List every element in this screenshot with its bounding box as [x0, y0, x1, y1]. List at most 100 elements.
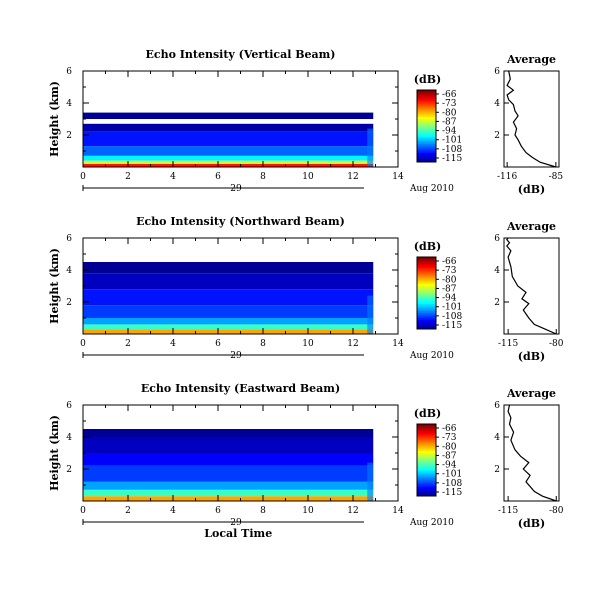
- colorbar-segment: [417, 122, 436, 125]
- colorbar-segment: [417, 156, 436, 159]
- colorbar-segment: [417, 300, 436, 303]
- panel-1: Echo Intensity (Northward Beam) Height (k…: [48, 215, 564, 363]
- colorbar-segment: [417, 260, 436, 263]
- colorbar-segment: [417, 106, 436, 109]
- average-x-tick-label: -115: [498, 339, 518, 349]
- colorbar-tick-label: -80: [442, 442, 457, 452]
- y-axis-label: Height (km): [48, 415, 61, 491]
- colorbar-segment: [417, 138, 436, 141]
- colorbar-segment: [417, 149, 436, 152]
- colorbar-segment: [417, 438, 436, 441]
- colorbar-tick-label: -115: [442, 488, 462, 498]
- colorbar-segment: [417, 494, 436, 497]
- y-tick-label: 4: [66, 266, 72, 276]
- colorbar-segment: [417, 282, 436, 285]
- x-tick-label: 2: [125, 506, 131, 516]
- x-axis-label: Local Time: [204, 527, 272, 540]
- colorbar-segment: [417, 479, 436, 483]
- colorbar-segment: [417, 296, 436, 299]
- colorbar-tick-label: -66: [442, 424, 457, 434]
- panel-0: Echo Intensity (Vertical Beam) Height (km…: [48, 48, 563, 196]
- y-tick-label: 4: [66, 433, 72, 443]
- colorbar-segment: [417, 492, 436, 495]
- y-tick-label: 4: [66, 99, 72, 109]
- date-label: Aug 2010: [409, 351, 454, 361]
- colorbar-tick-label: -66: [442, 257, 457, 267]
- average-x-tick-label: -85: [549, 172, 564, 182]
- colorbar-segment: [417, 124, 436, 127]
- heat-layer: [83, 496, 374, 501]
- colorbar-segment: [417, 325, 436, 328]
- colorbar-segment: [417, 93, 436, 96]
- x-tick-label: 4: [170, 172, 176, 182]
- colorbar-segment: [417, 257, 436, 260]
- colorbar-segment: [417, 104, 436, 107]
- heat-layer: [83, 146, 374, 156]
- x-tick-label: 8: [260, 172, 266, 182]
- colorbar-segment: [417, 113, 436, 116]
- x-tick-label: 8: [260, 506, 266, 516]
- heat-layer: [83, 481, 374, 490]
- colorbar-segment: [417, 472, 436, 475]
- average-x-tick-label: -80: [549, 506, 564, 516]
- colorbar-segment: [417, 276, 436, 280]
- heat-layer: [83, 329, 374, 334]
- colorbar-segment: [417, 302, 436, 305]
- x-tick-label: 4: [170, 506, 176, 516]
- heat-edge: [367, 295, 374, 334]
- average-y-tick-label: 2: [494, 131, 500, 141]
- average-title: Average: [506, 220, 556, 233]
- colorbar-segment: [417, 291, 436, 294]
- colorbar-tick-label: -101: [442, 136, 462, 146]
- average-y-tick-label: 6: [494, 67, 500, 77]
- colorbar-frame: [416, 256, 437, 330]
- colorbar-segment: [417, 287, 436, 290]
- colorbar-segment: [417, 280, 436, 283]
- colorbar-segment: [417, 145, 436, 149]
- colorbar-segment: [417, 135, 436, 138]
- x-tick-label: 0: [80, 339, 86, 349]
- average-x-label: (dB): [518, 183, 545, 196]
- colorbar-segment: [417, 463, 436, 466]
- colorbar-segment: [417, 458, 436, 461]
- colorbar-segment: [417, 481, 436, 484]
- colorbar-segment: [417, 431, 436, 434]
- colorbar-segment: [417, 115, 436, 118]
- average-y-tick-label: 6: [494, 234, 500, 244]
- colorbar-segment: [417, 158, 436, 161]
- y-axis-label: Height (km): [48, 81, 61, 157]
- heat-layer: [83, 305, 374, 318]
- x-tick-label: 14: [392, 506, 404, 516]
- heat-layer: [83, 429, 374, 437]
- colorbar-segment: [417, 312, 436, 316]
- x-tick-label: 4: [170, 339, 176, 349]
- colorbar-segment: [417, 424, 436, 427]
- colorbar-tick-label: -101: [442, 470, 462, 480]
- colorbar-segment: [417, 427, 436, 430]
- x-tick-label: 8: [260, 339, 266, 349]
- colorbar-segment: [417, 440, 436, 443]
- colorbar-segment: [417, 271, 436, 274]
- colorbar-segment: [417, 278, 436, 281]
- average-x-label: (dB): [518, 517, 545, 530]
- average-y-tick-label: 4: [494, 99, 500, 109]
- average-frame: [503, 237, 560, 335]
- x-tick-label: 12: [347, 339, 358, 349]
- panel-2: Echo Intensity (Eastward Beam) Height (km…: [48, 382, 564, 540]
- average-x-tick-label: -115: [498, 506, 518, 516]
- colorbar-segment: [417, 111, 436, 114]
- colorbar-segment: [417, 284, 436, 287]
- colorbar-segment: [417, 285, 436, 289]
- colorbar-segment: [417, 469, 436, 472]
- chart-title: Echo Intensity (Northward Beam): [136, 215, 345, 228]
- x-tick-label: 10: [302, 339, 314, 349]
- colorbar-segment: [417, 289, 436, 292]
- x-tick-label: 6: [215, 506, 221, 516]
- colorbar-segment: [417, 153, 436, 156]
- colorbar-segment: [417, 97, 436, 100]
- heat-layer: [83, 465, 374, 482]
- colorbar-segment: [417, 307, 436, 310]
- colorbar-segment: [417, 442, 436, 445]
- colorbar-frame: [416, 423, 437, 497]
